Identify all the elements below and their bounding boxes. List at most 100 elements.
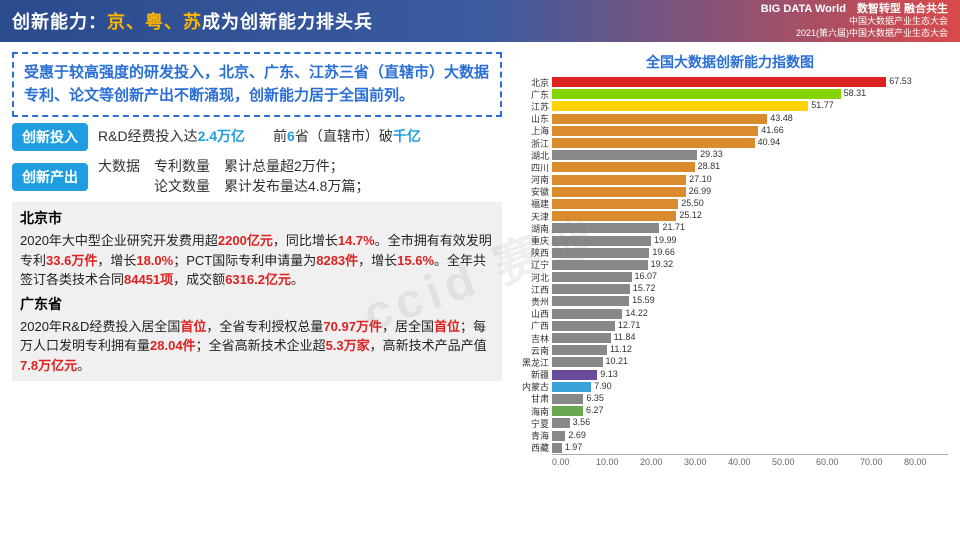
bar-row: 重庆 19.99	[512, 234, 948, 246]
bar-fill	[552, 101, 808, 111]
guangdong-title: 广东省	[20, 294, 494, 315]
bar-track: 1.97	[552, 443, 948, 453]
bar-value: 6.35	[586, 393, 604, 403]
event-name: 2021(第六届)中国大数据产业生态大会	[761, 28, 948, 40]
bar-row: 安徽 26.99	[512, 186, 948, 198]
bar-track: 11.12	[552, 345, 948, 355]
bar-fill	[552, 138, 755, 148]
bar-fill	[552, 357, 603, 367]
summary-box: 受惠于较高强度的研发投入，北京、广东、江苏三省（直辖市）大数据专利、论文等创新产…	[12, 52, 502, 117]
bar-label: 山东	[512, 112, 552, 125]
bar-label: 北京	[512, 76, 552, 89]
bar-track: 7.90	[552, 382, 948, 392]
bar-value: 15.72	[633, 283, 656, 293]
bar-fill	[552, 187, 686, 197]
bar-row: 浙江 40.94	[512, 137, 948, 149]
bar-label: 安徽	[512, 185, 552, 198]
bar-row: 天津25.12	[512, 210, 948, 222]
bar-value: 19.32	[651, 259, 674, 269]
bar-label: 陕西	[512, 246, 552, 259]
bar-label: 西藏	[512, 441, 552, 454]
bar-row: 江苏 51.77	[512, 100, 948, 112]
bar-row: 陕西19.66	[512, 247, 948, 259]
bar-value: 29.33	[700, 149, 723, 159]
bar-row: 广东58.31	[512, 88, 948, 100]
bar-track: 6.27	[552, 406, 948, 416]
bar-value: 25.50	[681, 198, 704, 208]
x-tick: 50.00	[772, 457, 816, 467]
bar-track: 15.72	[552, 284, 948, 294]
bar-track: 11.84	[552, 333, 948, 343]
x-tick: 20.00	[640, 457, 684, 467]
output-row: 创新产出 大数据 专利数量论文数量 累计总量超2万件；累计发布量达4.8万篇；	[12, 157, 502, 196]
bar-value: 21.71	[662, 222, 685, 232]
bar-row: 青海2.69	[512, 429, 948, 441]
bar-value: 11.12	[610, 344, 632, 354]
bar-value: 41.66	[761, 125, 784, 135]
bar-row: 吉林 11.84	[512, 332, 948, 344]
bar-track: 10.21	[552, 357, 948, 367]
bar-fill	[552, 199, 678, 209]
bar-track: 26.99	[552, 187, 948, 197]
bar-label: 内蒙古	[512, 380, 552, 393]
bar-track: 15.59	[552, 296, 948, 306]
x-tick: 60.00	[816, 457, 860, 467]
bar-value: 40.94	[758, 137, 781, 147]
bar-value: 58.31	[844, 88, 867, 98]
bar-track: 40.94	[552, 138, 948, 148]
bar-track: 25.12	[552, 211, 948, 221]
bar-fill	[552, 114, 767, 124]
bar-label: 海南	[512, 405, 552, 418]
bar-value: 15.59	[632, 295, 655, 305]
bar-label: 辽宁	[512, 258, 552, 271]
bar-value: 28.81	[698, 161, 721, 171]
bar-label: 吉林	[512, 332, 552, 345]
bar-value: 11.84	[614, 332, 636, 342]
bar-row: 云南11.12	[512, 344, 948, 356]
bar-track: 16.07	[552, 272, 948, 282]
bar-track: 6.35	[552, 394, 948, 404]
bar-value: 26.99	[689, 186, 712, 196]
header-right: BIG DATA World 数智转型 融合共生 中国大数据产业生态大会 202…	[761, 2, 948, 40]
x-tick: 10.00	[596, 457, 640, 467]
bar-fill	[552, 150, 697, 160]
bar-value: 19.99	[654, 235, 677, 245]
bar-fill	[552, 248, 649, 258]
chart-title: 全国大数据创新能力指数图	[512, 52, 948, 72]
bar-fill	[552, 370, 597, 380]
bar-value: 27.10	[689, 174, 712, 184]
x-tick: 80.00	[904, 457, 948, 467]
bar-track: 19.99	[552, 236, 948, 246]
bar-value: 12.71	[618, 320, 641, 330]
bar-value: 51.77	[811, 100, 834, 110]
bar-value: 43.48	[770, 113, 793, 123]
bar-fill	[552, 284, 630, 294]
bar-row: 江西 15.72	[512, 283, 948, 295]
x-tick: 30.00	[684, 457, 728, 467]
bar-fill	[552, 126, 758, 136]
bar-track: 58.31	[552, 89, 948, 99]
bar-row: 河北16.07	[512, 271, 948, 283]
bar-row: 广西12.71	[512, 320, 948, 332]
bar-fill	[552, 162, 695, 172]
bar-row: 海南 6.27	[512, 405, 948, 417]
bar-fill	[552, 406, 583, 416]
bar-label: 湖南	[512, 222, 552, 235]
bar-fill	[552, 382, 591, 392]
bar-fill	[552, 394, 583, 404]
bar-label: 重庆	[512, 234, 552, 247]
bar-track: 41.66	[552, 126, 948, 136]
bar-label: 新疆	[512, 368, 552, 381]
bar-value: 6.27	[586, 405, 604, 415]
title-post: 成为创新能力排头兵	[202, 12, 373, 32]
bar-track: 3.56	[552, 418, 948, 428]
title-pre: 创新能力：	[12, 12, 107, 32]
bar-label: 江苏	[512, 100, 552, 113]
bar-track: 21.71	[552, 223, 948, 233]
logo-text: BIG DATA World 数智转型 融合共生	[761, 2, 948, 16]
bar-label: 浙江	[512, 137, 552, 150]
bar-label: 江西	[512, 283, 552, 296]
bar-label: 河南	[512, 173, 552, 186]
beijing-box: 北京市 2020年大中型企业研究开发费用超2200亿元，同比增长14.7%。全市…	[12, 202, 502, 381]
x-tick: 70.00	[860, 457, 904, 467]
